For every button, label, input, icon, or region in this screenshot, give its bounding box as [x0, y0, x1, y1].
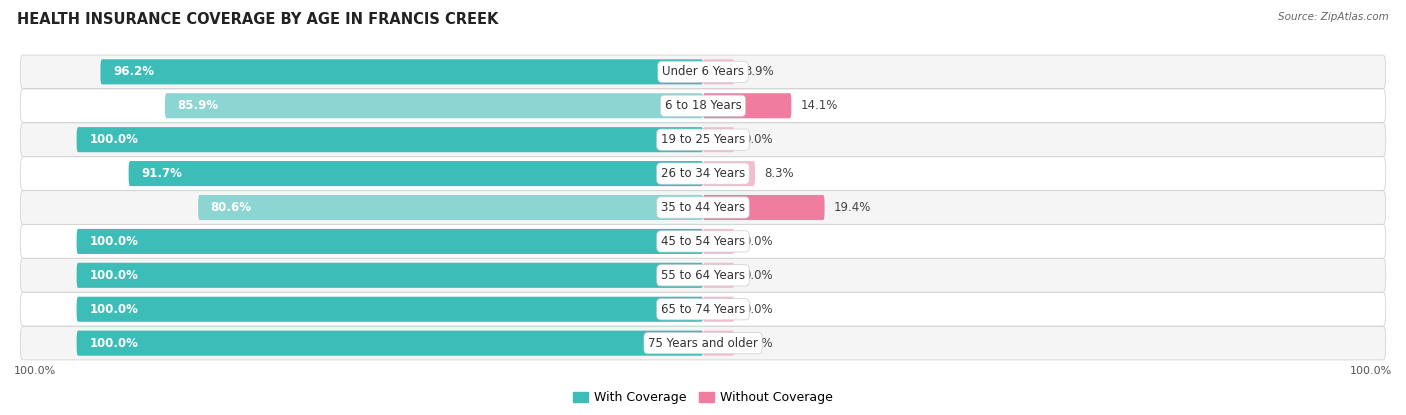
FancyBboxPatch shape	[77, 263, 703, 288]
Text: 100.0%: 100.0%	[89, 269, 138, 282]
FancyBboxPatch shape	[703, 59, 734, 84]
Text: 19 to 25 Years: 19 to 25 Years	[661, 133, 745, 146]
Text: 0.0%: 0.0%	[744, 133, 773, 146]
FancyBboxPatch shape	[77, 229, 703, 254]
FancyBboxPatch shape	[20, 225, 1386, 258]
Text: 85.9%: 85.9%	[177, 99, 219, 112]
FancyBboxPatch shape	[198, 195, 703, 220]
FancyBboxPatch shape	[703, 331, 734, 356]
FancyBboxPatch shape	[100, 59, 703, 84]
Text: 3.9%: 3.9%	[744, 65, 773, 78]
FancyBboxPatch shape	[703, 195, 824, 220]
FancyBboxPatch shape	[20, 259, 1386, 292]
Text: 100.0%: 100.0%	[89, 303, 138, 316]
FancyBboxPatch shape	[703, 297, 734, 322]
FancyBboxPatch shape	[703, 93, 792, 118]
FancyBboxPatch shape	[703, 161, 755, 186]
Text: 100.0%: 100.0%	[89, 337, 138, 350]
FancyBboxPatch shape	[128, 161, 703, 186]
Text: 100.0%: 100.0%	[14, 366, 56, 376]
Text: 75 Years and older: 75 Years and older	[648, 337, 758, 350]
FancyBboxPatch shape	[20, 326, 1386, 360]
Text: 80.6%: 80.6%	[211, 201, 252, 214]
FancyBboxPatch shape	[20, 191, 1386, 224]
FancyBboxPatch shape	[703, 229, 734, 254]
FancyBboxPatch shape	[77, 331, 703, 356]
Text: 100.0%: 100.0%	[89, 235, 138, 248]
Text: 96.2%: 96.2%	[112, 65, 155, 78]
FancyBboxPatch shape	[20, 89, 1386, 122]
Text: 100.0%: 100.0%	[89, 133, 138, 146]
Text: 0.0%: 0.0%	[744, 337, 773, 350]
Text: 100.0%: 100.0%	[1350, 366, 1392, 376]
Text: 65 to 74 Years: 65 to 74 Years	[661, 303, 745, 316]
FancyBboxPatch shape	[20, 55, 1386, 89]
FancyBboxPatch shape	[20, 293, 1386, 326]
FancyBboxPatch shape	[77, 127, 703, 152]
Text: 14.1%: 14.1%	[800, 99, 838, 112]
Text: 0.0%: 0.0%	[744, 303, 773, 316]
Legend: With Coverage, Without Coverage: With Coverage, Without Coverage	[568, 386, 838, 410]
FancyBboxPatch shape	[20, 157, 1386, 190]
FancyBboxPatch shape	[165, 93, 703, 118]
Text: 55 to 64 Years: 55 to 64 Years	[661, 269, 745, 282]
FancyBboxPatch shape	[703, 263, 734, 288]
Text: 6 to 18 Years: 6 to 18 Years	[665, 99, 741, 112]
Text: 35 to 44 Years: 35 to 44 Years	[661, 201, 745, 214]
Text: 91.7%: 91.7%	[141, 167, 181, 180]
Text: 0.0%: 0.0%	[744, 235, 773, 248]
FancyBboxPatch shape	[77, 297, 703, 322]
Text: 45 to 54 Years: 45 to 54 Years	[661, 235, 745, 248]
Text: Under 6 Years: Under 6 Years	[662, 65, 744, 78]
Text: 8.3%: 8.3%	[765, 167, 794, 180]
Text: 0.0%: 0.0%	[744, 269, 773, 282]
Text: 19.4%: 19.4%	[834, 201, 872, 214]
Text: HEALTH INSURANCE COVERAGE BY AGE IN FRANCIS CREEK: HEALTH INSURANCE COVERAGE BY AGE IN FRAN…	[17, 12, 498, 27]
Text: Source: ZipAtlas.com: Source: ZipAtlas.com	[1278, 12, 1389, 22]
FancyBboxPatch shape	[20, 123, 1386, 156]
Text: 26 to 34 Years: 26 to 34 Years	[661, 167, 745, 180]
FancyBboxPatch shape	[703, 127, 734, 152]
